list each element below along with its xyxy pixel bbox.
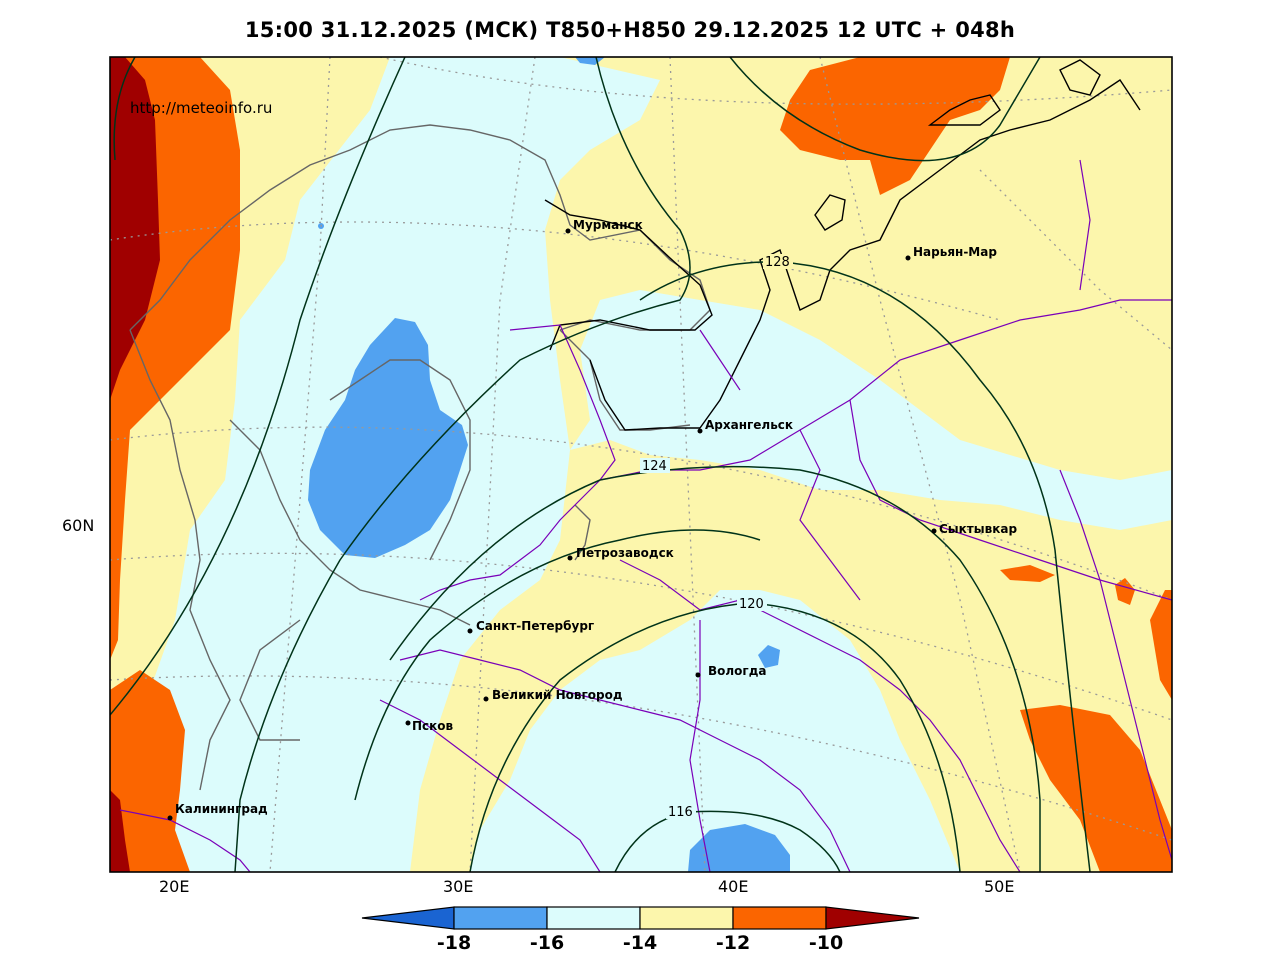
city-petrozavodsk: Петрозаводск — [567, 546, 674, 561]
lat-label-60n: 60N — [62, 516, 95, 535]
hot-zone — [110, 57, 160, 400]
city-vologda: Вологда — [695, 664, 766, 678]
colorbar-segment-5 — [825, 906, 920, 930]
isohypse-labels: 128 124 120 116 — [640, 254, 793, 820]
isohypse-label-124: 124 — [642, 459, 667, 474]
hot-zone-south — [110, 790, 130, 872]
colorbar-segment-4 — [732, 906, 827, 930]
svg-text:Великий Новгород: Великий Новгород — [492, 688, 623, 702]
city-arkhangelsk: Архангельск — [697, 418, 793, 434]
svg-text:Петрозаводск: Петрозаводск — [576, 546, 674, 560]
colorbar-segment-1 — [453, 906, 548, 930]
isohypse-label-120: 120 — [739, 597, 764, 612]
isohypse-label-128: 128 — [765, 255, 790, 270]
lon-label-30e: 30E — [443, 877, 474, 896]
lon-label-50e: 50E — [984, 877, 1015, 896]
colorbar-segment-2 — [546, 906, 641, 930]
city-pskov: Псков — [405, 719, 454, 733]
city-syktyvkar: Сыктывкар — [931, 522, 1017, 536]
colorbar-tick-minus16: -16 — [529, 932, 565, 954]
city-veliky-novgorod: Великий Новгород — [483, 688, 623, 702]
admin-borders — [119, 159, 1172, 872]
city-naryan-mar: Нарьян-Мар — [905, 245, 997, 261]
svg-text:Нарьян-Мар: Нарьян-Мар — [913, 245, 997, 259]
colorbar-segment-3 — [639, 906, 734, 930]
svg-text:Псков: Псков — [412, 719, 454, 733]
isohypse-label-116: 116 — [668, 805, 693, 820]
colorbar — [361, 906, 920, 930]
city-kaliningrad: Калининград — [167, 802, 268, 821]
lon-label-40e: 40E — [718, 877, 749, 896]
map-title: 15:00 31.12.2025 (МСК) T850+H850 29.12.2… — [244, 18, 1016, 42]
city-markers: Мурманск Нарьян-Мар Архангельск Сыктывка… — [167, 218, 1017, 821]
plot-frame — [109, 56, 1173, 873]
coastlines — [129, 124, 711, 791]
watermark: http://meteoinfo.ru — [130, 99, 272, 117]
city-saint-petersburg: Санкт-Петербург — [467, 619, 594, 634]
colorbar-segment-0 — [361, 906, 455, 930]
svg-text:Санкт-Петербург: Санкт-Петербург — [476, 619, 594, 633]
svg-text:Сыктывкар: Сыктывкар — [939, 522, 1017, 536]
colorbar-tick-minus10: -10 — [808, 932, 844, 954]
svg-text:Вологда: Вологда — [708, 664, 766, 678]
map-plot-area: 128 124 120 116 Мурманск Нарьян-Мар Арха… — [110, 57, 1172, 872]
isohypse-lines — [110, 57, 1091, 872]
svg-text:Калининград: Калининград — [175, 802, 268, 816]
svg-text:Мурманск: Мурманск — [573, 218, 643, 232]
colorbar-tick-minus14: -14 — [622, 932, 658, 954]
colorbar-tick-minus18: -18 — [436, 932, 472, 954]
very-cold-zones — [308, 57, 790, 872]
colorbar-tick-minus12: -12 — [715, 932, 751, 954]
svg-text:Архангельск: Архангельск — [705, 418, 793, 432]
lon-label-20e: 20E — [159, 877, 190, 896]
city-murmansk: Мурманск — [565, 218, 643, 234]
